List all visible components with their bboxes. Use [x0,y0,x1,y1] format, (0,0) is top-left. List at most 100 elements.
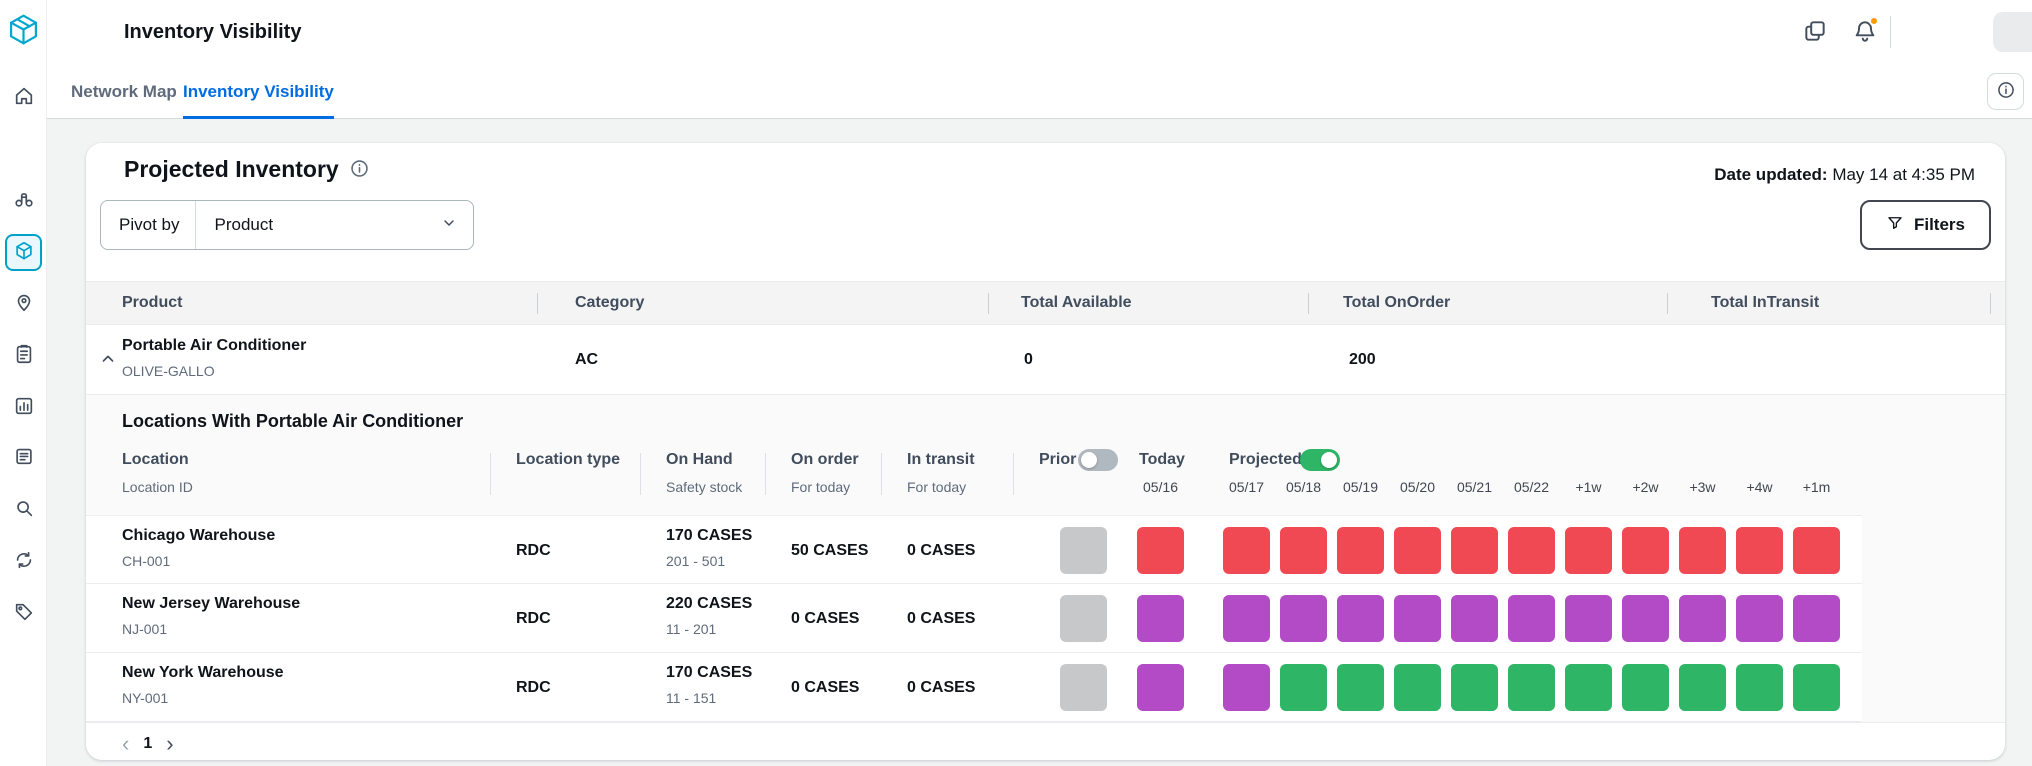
projected-cell[interactable] [1736,595,1783,642]
projected-cell[interactable] [1622,527,1669,574]
inventory-cells [86,653,1862,721]
pagination-next-button[interactable]: › [166,731,174,756]
in-transit-value: 0 CASES [907,679,976,696]
projected-cell[interactable] [1337,595,1384,642]
sidebar-item-home[interactable] [5,79,42,116]
projected-cell[interactable] [1508,664,1555,711]
column-divider [640,453,641,495]
sidebar-item-sync[interactable] [5,543,42,580]
location-row: New York Warehouse NY-001 RDC 170 CASES … [86,653,1862,722]
bell-icon [1852,18,1878,47]
projected-cell[interactable] [1679,595,1726,642]
pagination-prev-button[interactable]: ‹ [122,731,130,756]
prior-cell[interactable] [1060,664,1107,711]
projected-cell[interactable] [1565,664,1612,711]
sidebar-item-tags[interactable] [5,595,42,632]
projected-cell[interactable] [1394,664,1441,711]
projected-date-header: +1w [1575,479,1602,495]
projected-date-header: 05/22 [1513,479,1550,495]
collapse-row-button[interactable] [94,346,122,374]
projected-cell[interactable] [1337,527,1384,574]
notifications-button[interactable] [1849,16,1881,48]
projected-cell[interactable] [1622,595,1669,642]
column-divider [1308,293,1309,314]
filters-button[interactable]: Filters [1859,200,1991,250]
today-cell[interactable] [1137,664,1184,711]
projected-cell[interactable] [1451,595,1498,642]
tab-network-map[interactable]: Network Map [71,64,177,119]
projected-cell[interactable] [1508,527,1555,574]
projected-cell[interactable] [1508,595,1555,642]
prior-cell[interactable] [1060,527,1107,574]
today-date-label: 05/16 [1142,479,1179,495]
today-cell[interactable] [1137,527,1184,574]
sidebar-item-explore[interactable] [5,182,42,219]
package-icon [13,240,35,265]
locations-panel: Locations With Portable Air Conditioner … [86,395,2005,723]
projected-date-header: 05/21 [1456,479,1493,495]
in-transit-value: 0 CASES [907,542,976,559]
projected-cell[interactable] [1736,527,1783,574]
today-cell[interactable] [1137,595,1184,642]
column-subheader-location-id: Location ID [122,479,193,495]
location-type: RDC [516,610,551,627]
pivot-select[interactable]: Product [196,201,473,249]
pagination-current-page[interactable]: 1 [143,735,153,752]
column-subheader-on-order-for-today: For today [791,479,851,495]
sidebar-item-analytics[interactable] [5,389,42,426]
prior-cell[interactable] [1060,595,1107,642]
projected-cell[interactable] [1394,595,1441,642]
projected-cell[interactable] [1793,664,1840,711]
column-header-product: Product [122,294,183,311]
column-header-in-transit: In transit [907,451,975,468]
pivot-selected-value: Product [214,215,274,234]
toggle-knob [1321,452,1337,468]
sidebar-item-locations[interactable] [5,285,42,322]
location-type: RDC [516,679,551,696]
projected-cell[interactable] [1679,664,1726,711]
column-header-location-type: Location type [516,451,621,468]
header-divider [1890,16,1891,48]
sync-icon [13,549,35,574]
projected-cell[interactable] [1223,595,1270,642]
projected-cell[interactable] [1280,527,1327,574]
sidebar-item-news[interactable] [5,439,42,476]
projected-cell[interactable] [1223,664,1270,711]
projected-cell[interactable] [1565,527,1612,574]
projected-cell[interactable] [1565,595,1612,642]
projected-cell[interactable] [1280,664,1327,711]
sidebar-item-orders[interactable] [5,337,42,374]
projected-toggle[interactable] [1300,449,1340,471]
projected-cell[interactable] [1793,595,1840,642]
profile-button[interactable] [1993,12,2032,52]
binoculars-icon [13,188,35,213]
projected-cell[interactable] [1793,527,1840,574]
page-title-info-button[interactable] [349,158,370,182]
info-circle-icon [1996,80,2016,103]
on-order-value: 50 CASES [791,542,869,559]
column-subheader-safety-stock: Safety stock [666,479,743,495]
projected-date-header: +4w [1746,479,1773,495]
column-divider [1013,453,1014,495]
projected-cell[interactable] [1451,527,1498,574]
projected-cell[interactable] [1280,595,1327,642]
location-row: Chicago Warehouse CH-001 RDC 170 CASES 2… [86,515,1862,584]
prior-toggle[interactable] [1078,449,1118,471]
copy-button[interactable] [1799,16,1831,48]
projected-cell[interactable] [1622,664,1669,711]
projected-cell[interactable] [1223,527,1270,574]
projected-cell[interactable] [1451,664,1498,711]
projected-cell[interactable] [1394,527,1441,574]
on-hand-value: 220 CASES [666,595,753,612]
projected-date-header: 05/20 [1399,479,1436,495]
sidebar-item-insights[interactable] [5,491,42,528]
projected-cell[interactable] [1679,527,1726,574]
projected-cell[interactable] [1736,664,1783,711]
sidebar-item-inventory[interactable] [5,234,42,271]
tab-inventory-visibility[interactable]: Inventory Visibility [183,64,334,119]
projected-cell[interactable] [1337,664,1384,711]
product-total-available: 0 [1024,351,1033,368]
column-header-today: Today [1139,451,1185,468]
info-panel-button[interactable] [1987,73,2024,110]
